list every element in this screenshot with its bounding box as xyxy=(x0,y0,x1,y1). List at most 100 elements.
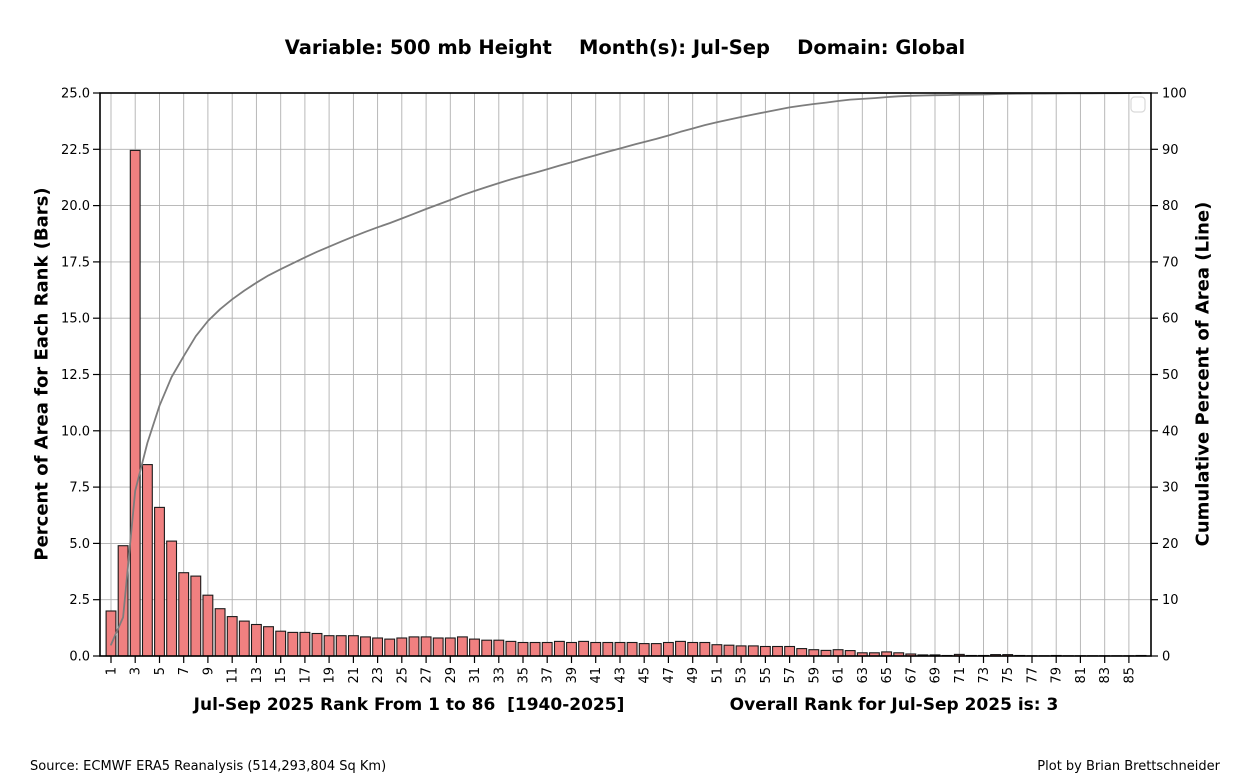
bar-rank-34 xyxy=(505,640,517,657)
bar-rank-23 xyxy=(372,637,384,657)
svg-text:7.5: 7.5 xyxy=(69,481,90,496)
svg-text:53: 53 xyxy=(735,667,750,684)
y-axis-label-left: Percent of Area for Each Rank (Bars) xyxy=(31,187,53,561)
svg-text:81: 81 xyxy=(1074,667,1089,684)
bar-rank-60 xyxy=(820,649,832,657)
svg-text:15: 15 xyxy=(274,667,289,684)
bar-rank-7 xyxy=(178,572,190,657)
svg-text:71: 71 xyxy=(953,667,968,684)
svg-text:20: 20 xyxy=(1162,537,1179,552)
bar-rank-51 xyxy=(711,644,723,657)
right-axis-ticks: 0 10 20 30 40 50 60 70 80 90 100 xyxy=(1151,87,1187,665)
svg-text:57: 57 xyxy=(783,667,798,684)
bar-rank-27 xyxy=(420,636,432,657)
bar-rank-36 xyxy=(529,641,541,657)
svg-text:15.0: 15.0 xyxy=(61,312,90,327)
bar-rank-53 xyxy=(735,645,747,657)
svg-text:5: 5 xyxy=(153,667,168,675)
bar-rank-55 xyxy=(759,645,771,657)
svg-text:50: 50 xyxy=(1162,368,1179,383)
svg-text:40: 40 xyxy=(1162,424,1179,439)
author-credit: Plot by Brian Brettschneider xyxy=(1037,759,1220,774)
bar-rank-41 xyxy=(590,641,602,657)
bar-rank-25 xyxy=(396,637,408,657)
left-axis-ticks: 0.0 2.5 5.0 7.5 10.0 12.5 15.0 17.5 20.0 22.5 25.0 xyxy=(61,87,100,665)
overall-rank-label: Overall Rank for Jul-Sep 2025 is: 3 xyxy=(729,695,1059,715)
svg-text:55: 55 xyxy=(759,667,774,684)
svg-text:17: 17 xyxy=(298,667,313,684)
bar-rank-12 xyxy=(238,620,250,657)
bar-rank-59 xyxy=(808,649,820,657)
svg-text:77: 77 xyxy=(1026,667,1041,684)
bar-rank-48 xyxy=(675,640,686,657)
bar-rank-62 xyxy=(844,650,856,657)
svg-text:59: 59 xyxy=(807,667,822,684)
rank-bars xyxy=(105,149,1147,657)
bar-rank-28 xyxy=(432,637,444,657)
svg-text:10: 10 xyxy=(1162,593,1179,608)
bar-rank-56 xyxy=(772,645,783,657)
svg-text:45: 45 xyxy=(638,667,653,684)
bar-rank-47 xyxy=(662,641,674,657)
bar-rank-20 xyxy=(335,635,347,657)
bar-rank-2 xyxy=(117,545,129,657)
gridlines xyxy=(100,93,1151,656)
bar-rank-57 xyxy=(784,645,796,657)
bar-rank-35 xyxy=(517,641,529,657)
svg-text:22.5: 22.5 xyxy=(61,143,90,158)
svg-text:49: 49 xyxy=(686,667,701,684)
bar-rank-16 xyxy=(287,631,299,657)
svg-text:80: 80 xyxy=(1162,199,1179,214)
svg-text:13: 13 xyxy=(250,667,265,684)
source-credit: Source: ECMWF ERA5 Reanalysis (514,293,8… xyxy=(30,759,387,774)
svg-text:30: 30 xyxy=(1162,481,1179,496)
bar-rank-24 xyxy=(384,638,396,657)
svg-text:10.0: 10.0 xyxy=(61,424,90,439)
svg-text:75: 75 xyxy=(1001,667,1016,684)
bar-rank-50 xyxy=(699,641,711,657)
bar-rank-5 xyxy=(154,506,165,657)
y-axis-label-right: Cumulative Percent of Area (Line) xyxy=(1192,201,1214,547)
svg-text:21: 21 xyxy=(347,667,362,684)
bar-rank-6 xyxy=(166,540,178,657)
bar-rank-13 xyxy=(250,623,262,657)
bar-rank-31 xyxy=(469,638,480,657)
svg-text:60: 60 xyxy=(1162,312,1179,327)
svg-text:0.0: 0.0 xyxy=(69,650,90,665)
bar-rank-1 xyxy=(105,610,117,657)
svg-text:0: 0 xyxy=(1162,650,1170,665)
svg-text:11: 11 xyxy=(226,667,241,684)
svg-text:1: 1 xyxy=(105,667,120,675)
svg-text:69: 69 xyxy=(929,667,944,684)
bar-rank-46 xyxy=(650,643,662,657)
bar-rank-33 xyxy=(493,639,505,657)
bar-rank-17 xyxy=(299,631,311,657)
bar-rank-40 xyxy=(578,640,590,657)
svg-text:73: 73 xyxy=(977,667,992,684)
svg-text:20.0: 20.0 xyxy=(61,199,90,214)
svg-text:100: 100 xyxy=(1162,87,1187,102)
bar-rank-61 xyxy=(832,649,844,657)
bar-rank-9 xyxy=(202,594,214,657)
svg-text:70: 70 xyxy=(1162,255,1179,270)
bar-rank-11 xyxy=(226,616,238,657)
svg-text:25: 25 xyxy=(395,667,410,684)
bar-rank-32 xyxy=(481,639,493,657)
bar-rank-29 xyxy=(444,637,456,657)
bar-rank-58 xyxy=(796,648,808,657)
svg-text:29: 29 xyxy=(444,667,459,684)
svg-text:47: 47 xyxy=(662,667,677,684)
bar-rank-26 xyxy=(408,636,420,657)
bar-rank-15 xyxy=(275,630,287,657)
bar-rank-37 xyxy=(541,641,553,657)
svg-text:37: 37 xyxy=(541,667,556,684)
bar-rank-45 xyxy=(638,643,650,657)
bar-rank-14 xyxy=(263,626,274,657)
svg-text:63: 63 xyxy=(856,667,871,684)
bar-rank-21 xyxy=(347,635,359,657)
svg-text:51: 51 xyxy=(710,667,725,684)
svg-text:23: 23 xyxy=(371,667,386,684)
svg-text:35: 35 xyxy=(517,667,532,684)
svg-text:9: 9 xyxy=(201,667,216,675)
bar-rank-49 xyxy=(687,641,699,657)
